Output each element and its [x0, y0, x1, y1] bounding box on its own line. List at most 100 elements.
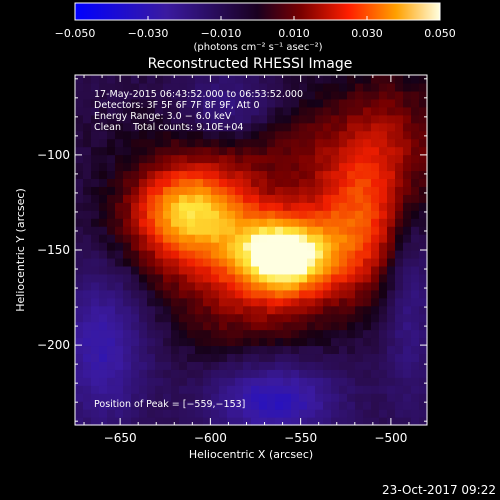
heatmap-cell	[347, 210, 356, 219]
heatmap-cell	[331, 242, 340, 251]
heatmap-cell	[307, 297, 316, 307]
heatmap-cell	[91, 170, 100, 180]
heatmap-cell	[339, 186, 348, 195]
heatmap-cell	[355, 114, 364, 124]
heatmap-cell	[307, 154, 316, 164]
heatmap-cell	[219, 178, 228, 187]
heatmap-cell	[275, 353, 284, 362]
heatmap-cell	[243, 90, 252, 100]
heatmap-cell	[139, 194, 148, 203]
heatmap-cell	[115, 281, 124, 291]
heatmap-cell	[155, 393, 164, 402]
heatmap-cell	[227, 122, 236, 132]
heatmap-cell	[347, 138, 356, 148]
heatmap-cell	[203, 242, 212, 251]
heatmap-cell	[211, 321, 220, 331]
heatmap-cell	[291, 234, 300, 243]
heatmap-cell	[323, 226, 332, 235]
heatmap-cell	[171, 138, 180, 148]
heatmap-cell	[179, 178, 188, 187]
heatmap-cell	[283, 90, 292, 100]
heatmap-cell	[411, 353, 420, 362]
heatmap-cell	[371, 273, 380, 283]
heatmap-cell	[339, 401, 348, 410]
heatmap-cell	[283, 329, 292, 339]
heatmap-cell	[115, 82, 124, 92]
heatmap-cell	[267, 154, 276, 164]
heatmap-cell	[251, 186, 260, 195]
heatmap-cell	[243, 409, 252, 418]
heatmap-cell	[171, 186, 180, 195]
heatmap-cell	[283, 154, 292, 164]
heatmap-cell	[371, 393, 380, 402]
heatmap-cell	[171, 202, 180, 211]
heatmap-cell	[179, 162, 188, 172]
heatmap-cell	[227, 82, 236, 92]
heatmap-cell	[403, 393, 412, 402]
heatmap-cell	[283, 170, 292, 180]
heatmap-cell	[235, 75, 244, 84]
heatmap-cell	[179, 401, 188, 410]
heatmap-cell	[155, 409, 164, 418]
heatmap-cell	[211, 250, 220, 259]
heatmap-cell	[123, 257, 132, 267]
heatmap-cell	[179, 273, 188, 283]
heatmap-cell	[163, 281, 172, 291]
heatmap-cell	[323, 329, 332, 339]
heatmap-cell	[139, 242, 148, 251]
heatmap-cell	[123, 401, 132, 410]
heatmap-cell	[371, 218, 380, 227]
heatmap-cell	[379, 146, 388, 156]
heatmap-cell	[331, 385, 340, 394]
heatmap-cell	[251, 114, 260, 124]
heatmap-cell	[163, 289, 172, 299]
heatmap-cell	[99, 281, 108, 291]
heatmap-cell	[387, 194, 396, 203]
heatmap-cell	[419, 377, 428, 386]
heatmap-cell	[323, 114, 332, 124]
heatmap-cell	[107, 146, 116, 156]
heatmap-cell	[291, 194, 300, 203]
heatmap-cell	[371, 353, 380, 362]
heatmap-cell	[379, 313, 388, 323]
heatmap-cell	[235, 130, 244, 140]
heatmap-cell	[363, 154, 372, 164]
heatmap-cell	[107, 393, 116, 402]
heatmap-cell	[403, 385, 412, 394]
heatmap-cell	[347, 265, 356, 275]
heatmap-cell	[115, 353, 124, 362]
heatmap-cell	[171, 393, 180, 402]
heatmap-cell	[83, 98, 92, 108]
heatmap-cell	[331, 289, 340, 299]
heatmap-cell	[123, 170, 132, 180]
heatmap-cell	[203, 202, 212, 211]
heatmap-cell	[315, 75, 324, 84]
heatmap-cell	[363, 170, 372, 180]
heatmap-cell	[267, 329, 276, 339]
heatmap-cell	[235, 250, 244, 259]
heatmap-cell	[251, 154, 260, 164]
heatmap-cell	[419, 297, 428, 307]
heatmap-cell	[123, 75, 132, 84]
heatmap-cell	[395, 234, 404, 243]
heatmap-cell	[419, 98, 428, 108]
heatmap-cell	[379, 289, 388, 299]
heatmap-cell	[355, 250, 364, 259]
heatmap-cell	[243, 329, 252, 339]
heatmap-cell	[299, 170, 308, 180]
heatmap-cell	[203, 401, 212, 410]
heatmap-cell	[379, 377, 388, 386]
heatmap-cell	[299, 210, 308, 219]
heatmap-cell	[371, 313, 380, 323]
heatmap-cell	[307, 345, 316, 355]
y-tick-label: −100	[37, 148, 70, 162]
heatmap-cell	[283, 130, 292, 140]
heatmap-cell	[203, 289, 212, 299]
heatmap-cell	[339, 345, 348, 355]
heatmap-cell	[395, 361, 404, 370]
heatmap-cell	[387, 186, 396, 195]
heatmap-cell	[275, 377, 284, 386]
heatmap-cell	[283, 202, 292, 211]
heatmap-cell	[283, 281, 292, 291]
heatmap-cell	[403, 353, 412, 362]
